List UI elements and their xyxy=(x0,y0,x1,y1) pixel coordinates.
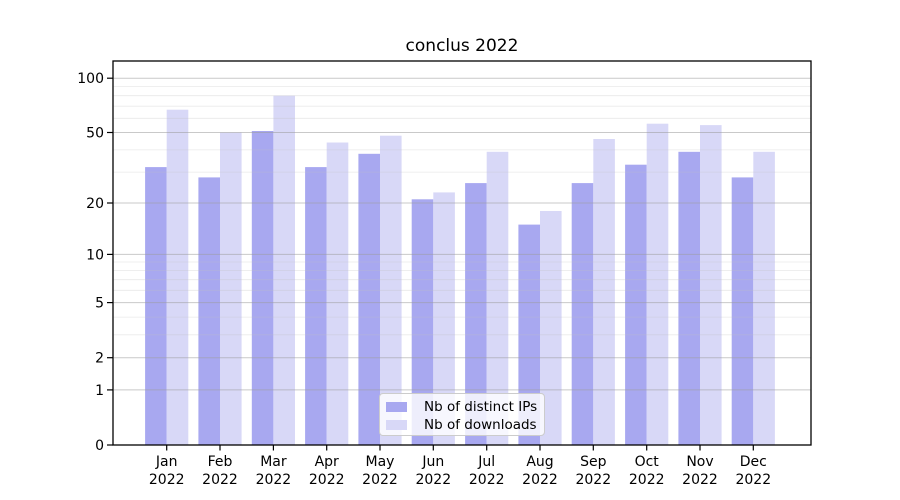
legend-item-distinct-ips: Nb of distinct IPs xyxy=(386,398,538,416)
bar-downloads-nov xyxy=(700,125,722,445)
bar-ips-may xyxy=(358,153,380,446)
bar-ips-feb xyxy=(198,177,220,445)
y-tick-label-10: 10 xyxy=(86,247,104,263)
bar-downloads-may xyxy=(380,135,402,445)
x-tick-label-month-apr: Apr xyxy=(315,454,339,470)
legend-item-downloads: Nb of downloads xyxy=(386,416,537,434)
y-tick-label-5: 5 xyxy=(95,296,104,312)
x-tick-label-year-nov: 2022 xyxy=(682,472,718,488)
x-tick-label-month-jun: Jun xyxy=(421,454,444,470)
y-tick-label-100: 100 xyxy=(77,71,104,87)
y-tick-label-0: 0 xyxy=(95,438,104,454)
bar-downloads-jun xyxy=(433,192,455,445)
y-tick-label-20: 20 xyxy=(86,196,104,212)
x-tick-label-month-jan: Jan xyxy=(155,454,178,470)
legend-label-downloads: Nb of downloads xyxy=(424,417,537,433)
x-tick-label-month-aug: Aug xyxy=(526,454,553,470)
legend-swatch-distinct-ips xyxy=(386,402,407,412)
x-tick-label-month-oct: Oct xyxy=(635,454,660,470)
x-tick-label-year-dec: 2022 xyxy=(735,472,771,488)
x-tick-label-month-dec: Dec xyxy=(740,454,767,470)
y-tick-label-2: 2 xyxy=(95,351,104,367)
y-tick-label-50: 50 xyxy=(86,126,104,142)
y-tick-label-1: 1 xyxy=(95,383,104,399)
x-tick-label-month-sep: Sep xyxy=(580,454,607,470)
legend-swatch-downloads xyxy=(386,420,407,430)
x-tick-label-year-oct: 2022 xyxy=(629,472,665,488)
x-tick-label-month-feb: Feb xyxy=(208,454,233,470)
x-tick-label-year-aug: 2022 xyxy=(522,472,558,488)
bar-ips-apr xyxy=(305,167,327,445)
bar-ips-jan xyxy=(145,167,167,445)
bar-downloads-apr xyxy=(326,142,349,445)
bar-ips-jun xyxy=(411,199,434,445)
bar-downloads-jan xyxy=(166,109,189,445)
x-tick-label-year-jul: 2022 xyxy=(469,472,505,488)
bar-ips-oct xyxy=(625,164,647,445)
x-tick-label-year-mar: 2022 xyxy=(256,472,292,488)
x-tick-label-year-jan: 2022 xyxy=(149,472,185,488)
bar-downloads-feb xyxy=(220,132,242,445)
bar-downloads-sep xyxy=(593,139,615,445)
axes-frame xyxy=(112,60,812,446)
x-tick-label-year-sep: 2022 xyxy=(575,472,611,488)
x-tick-label-month-may: May xyxy=(366,454,395,470)
bar-ips-nov xyxy=(678,151,700,446)
bar-ips-dec xyxy=(731,177,754,445)
x-tick-label-year-jun: 2022 xyxy=(415,472,451,488)
bar-ips-mar xyxy=(251,131,274,445)
x-tick-label-month-nov: Nov xyxy=(686,454,713,470)
chart-title: conclus 2022 xyxy=(405,36,519,56)
legend: Nb of distinct IPs Nb of downloads xyxy=(379,393,545,436)
bar-downloads-dec xyxy=(753,151,775,446)
x-tick-label-year-apr: 2022 xyxy=(309,472,345,488)
bar-ips-sep xyxy=(571,183,594,445)
x-tick-label-year-may: 2022 xyxy=(362,472,398,488)
legend-label-distinct-ips: Nb of distinct IPs xyxy=(424,399,538,415)
x-tick-label-year-feb: 2022 xyxy=(202,472,238,488)
bar-ips-jul xyxy=(465,183,487,445)
bar-downloads-oct xyxy=(646,123,669,445)
bar-downloads-aug xyxy=(540,211,562,445)
x-tick-label-month-jul: Jul xyxy=(477,454,495,470)
x-tick-label-month-mar: Mar xyxy=(260,454,287,470)
bar-downloads-jul xyxy=(486,151,509,446)
